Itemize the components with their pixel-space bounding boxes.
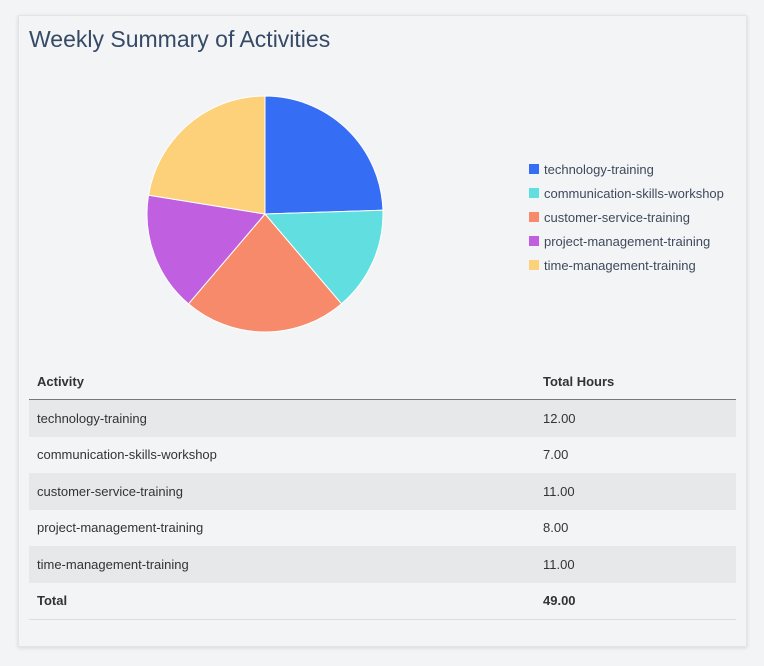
legend-item[interactable]: technology-training	[529, 157, 724, 181]
table-row: time-management-training 11.00	[29, 546, 736, 583]
legend-item[interactable]: project-management-training	[529, 229, 724, 253]
pie-slice-communication-skills-workshop[interactable]	[263, 209, 384, 305]
pie-chart	[146, 95, 384, 333]
table-row: customer-service-training 11.00	[29, 473, 736, 510]
hours-cell: 11.00	[535, 473, 736, 510]
pie-slice-project-management-training[interactable]	[146, 194, 266, 305]
legend-label: technology-training	[544, 161, 654, 177]
pie-slice-technology-training[interactable]	[264, 95, 384, 215]
table-row: project-management-training 8.00	[29, 510, 736, 547]
legend-item[interactable]: customer-service-training	[529, 205, 724, 229]
header-total-hours: Total Hours	[535, 364, 736, 400]
legend-swatch	[529, 212, 539, 222]
hours-cell: 11.00	[535, 546, 736, 583]
legend-swatch	[529, 260, 539, 270]
activity-cell: communication-skills-workshop	[37, 447, 217, 463]
total-value: 49.00	[535, 582, 736, 620]
activity-cell: project-management-training	[37, 520, 204, 536]
table-header-row: Activity Total Hours	[29, 364, 736, 400]
summary-card: Weekly Summary of Activities technology-…	[18, 15, 747, 647]
total-row: Total 49.00	[29, 582, 736, 620]
legend-item[interactable]: communication-skills-workshop	[529, 181, 724, 205]
legend-label: time-management-training	[544, 257, 696, 273]
legend-label: customer-service-training	[544, 209, 690, 225]
legend-item[interactable]: time-management-training	[529, 253, 724, 277]
legend-swatch	[529, 236, 539, 246]
pie-slice-customer-service-training[interactable]	[187, 213, 343, 333]
header-activity: Activity	[29, 364, 535, 400]
table-row: technology-training 12.00	[29, 399, 736, 437]
legend-swatch	[529, 188, 539, 198]
hours-cell: 8.00	[543, 520, 569, 536]
activity-cell: customer-service-training	[29, 473, 535, 510]
legend-swatch	[529, 164, 539, 174]
legend-label: communication-skills-workshop	[544, 185, 724, 201]
legend: technology-training communication-skills-…	[529, 157, 724, 277]
legend-label: project-management-training	[544, 233, 711, 249]
pie-slice-time-management-training[interactable]	[147, 95, 266, 215]
activity-cell: time-management-training	[29, 546, 535, 583]
hours-cell: 7.00	[543, 447, 569, 463]
hours-cell: 12.00	[535, 399, 736, 437]
activity-table: Activity Total Hours technology-training…	[29, 364, 736, 620]
total-label: Total	[29, 582, 535, 620]
activity-cell: technology-training	[29, 399, 535, 437]
table-row: communication-skills-workshop 7.00	[29, 437, 736, 474]
page-title: Weekly Summary of Activities	[29, 26, 331, 52]
